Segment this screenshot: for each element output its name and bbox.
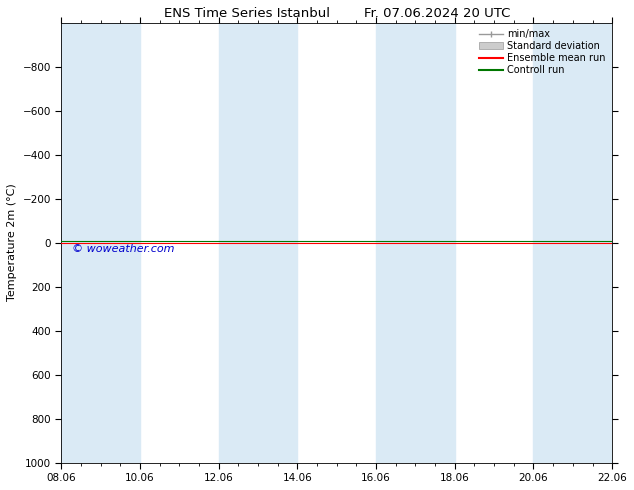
Bar [61,23,140,463]
Bar [376,23,455,463]
Title: ENS Time Series Istanbul        Fr. 07.06.2024 20 UTC: ENS Time Series Istanbul Fr. 07.06.2024 … [164,7,510,20]
Text: © woweather.com: © woweather.com [72,244,175,254]
Legend: min/max, Standard deviation, Ensemble mean run, Controll run: min/max, Standard deviation, Ensemble me… [477,27,607,77]
Y-axis label: Temperature 2m (°C): Temperature 2m (°C) [7,184,17,301]
Bar [533,23,612,463]
Bar [219,23,297,463]
